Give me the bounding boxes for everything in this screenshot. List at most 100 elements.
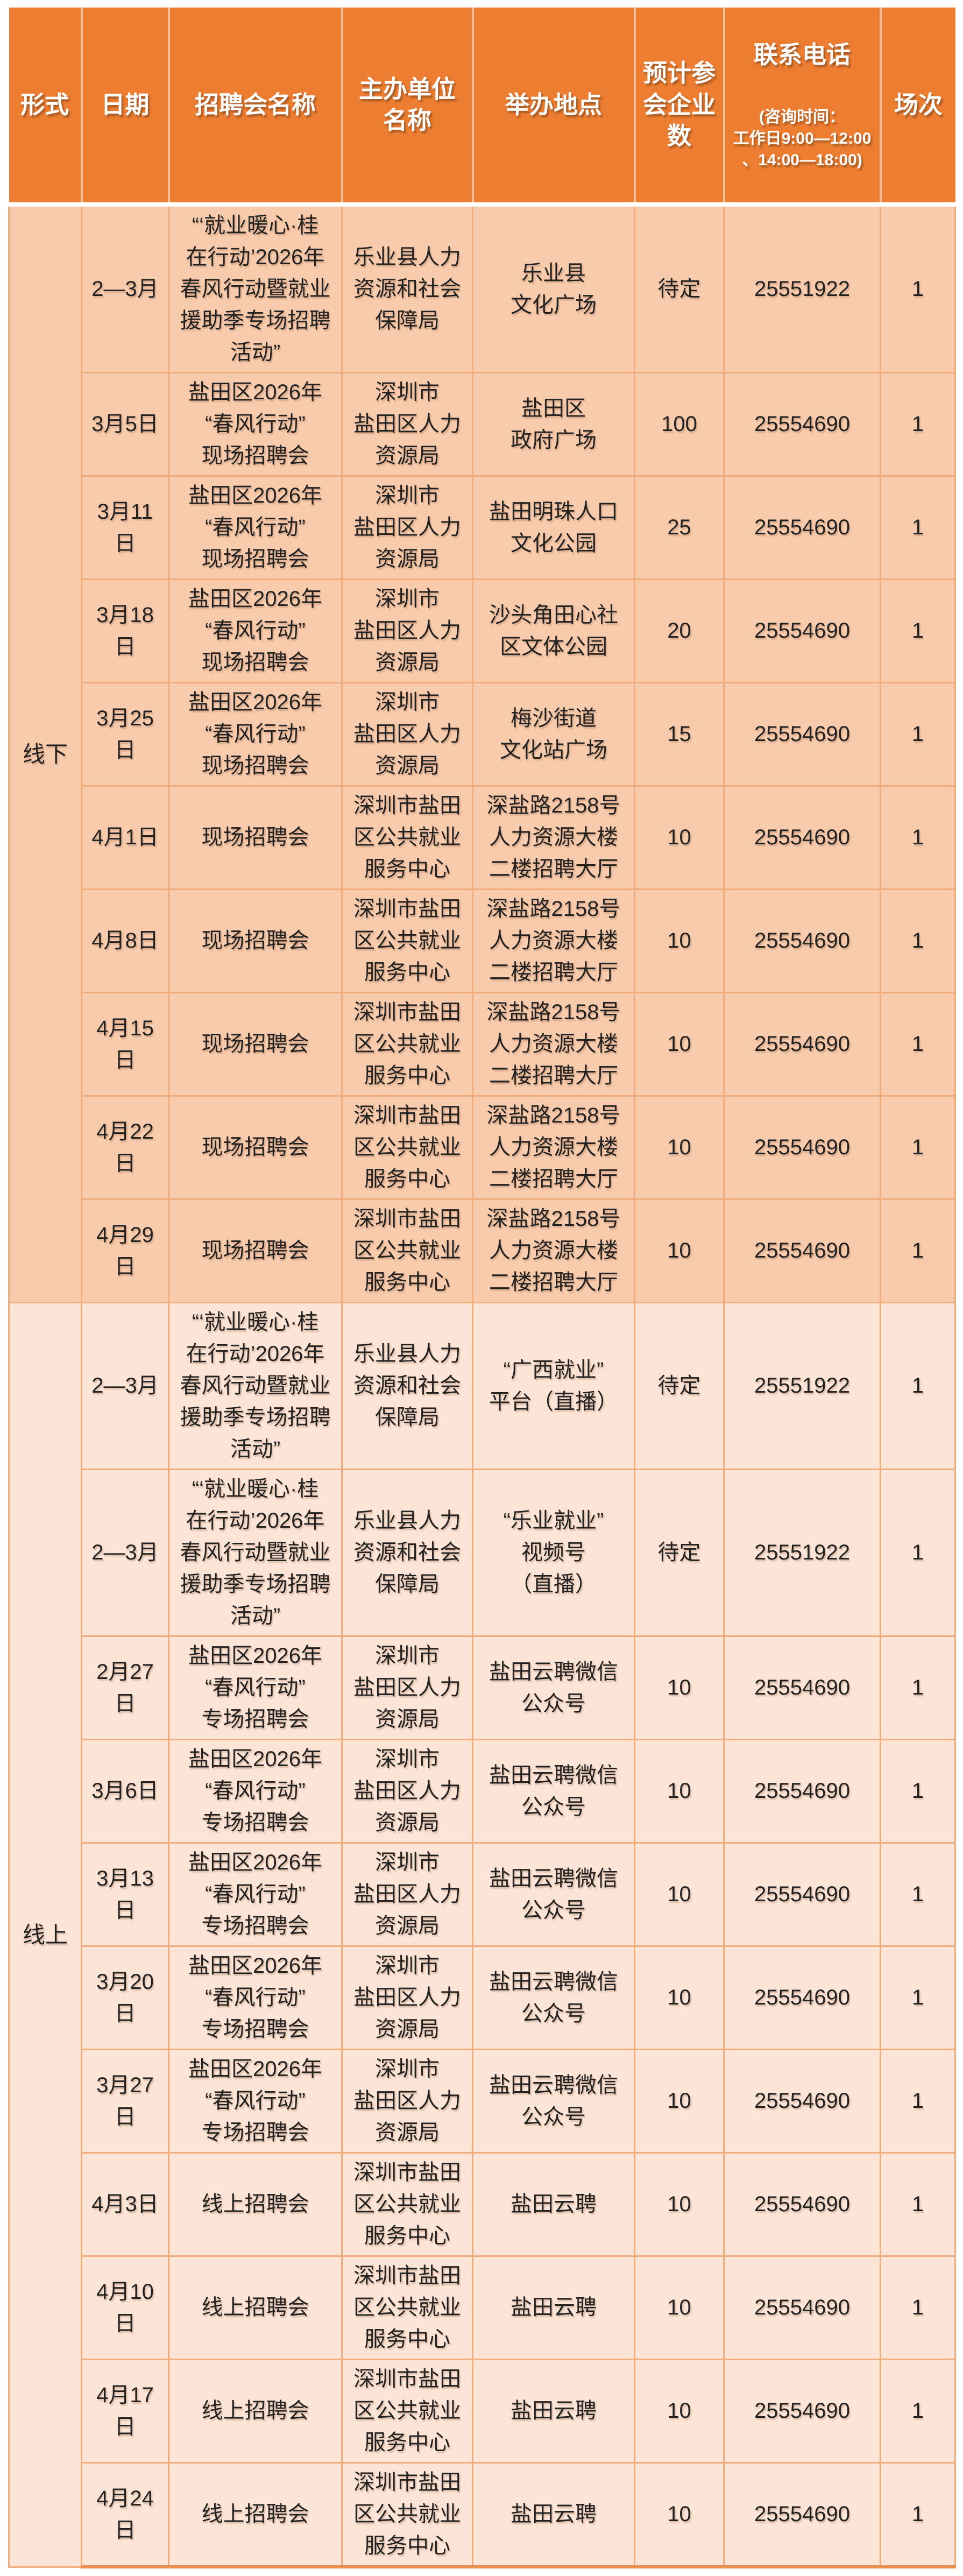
table-row: 2月27日 盐田区2026年 “春风行动” 专场招聘会 深圳市 盐田区人力 资源… (9, 1635, 956, 1740)
cell-fair-name: 盐田区2026年 “春风行动” 专场招聘会 (168, 1945, 343, 2050)
cell-venue: 盐田明珠人口 文化公园 (472, 475, 635, 580)
cell-fair-name: 线上招聘会 (168, 2359, 343, 2464)
cell-phone: 25554690 (723, 888, 881, 993)
cell-sessions: 1 (880, 475, 956, 580)
cell-fair-name: 盐田区2026年 “春风行动” 现场招聘会 (168, 682, 343, 787)
cell-companies: 10 (634, 1739, 725, 1844)
cell-organizer: 深圳市 盐田区人力 资源局 (341, 1739, 473, 1844)
cell-fair-name: 盐田区2026年 “春风行动” 专场招聘会 (168, 2049, 343, 2154)
cell-companies: 10 (634, 1198, 725, 1303)
cell-sessions: 1 (880, 2049, 956, 2154)
table-row: 4月29日 现场招聘会 深圳市盐田 区公共就业 服务中心 深盐路2158号 人力… (9, 1198, 956, 1303)
cell-fair-name: “‘就业暖心·桂 在行动’2026年 春风行动暨就业 援助季专场招聘 活动” (168, 1469, 343, 1637)
cell-organizer: 深圳市 盐田区人力 资源局 (341, 682, 473, 787)
cell-date: 3月20日 (81, 1945, 169, 2050)
cell-venue: “广西就业” 平台（直播） (472, 1302, 635, 1470)
cell-companies: 10 (634, 1945, 725, 2050)
cell-sessions: 1 (880, 1842, 956, 1947)
cell-phone: 25554690 (723, 682, 881, 787)
cell-organizer: 深圳市盐田 区公共就业 服务中心 (341, 2359, 473, 2464)
cell-date: 3月11日 (81, 475, 169, 580)
cell-date: 4月8日 (81, 888, 169, 993)
cell-fair-name: 盐田区2026年 “春风行动” 现场招聘会 (168, 372, 343, 477)
cell-organizer: 深圳市盐田 区公共就业 服务中心 (341, 1095, 473, 1200)
cell-fair-name: 线上招聘会 (168, 2152, 343, 2257)
cell-organizer: 深圳市 盐田区人力 资源局 (341, 372, 473, 477)
table-row: 4月22日 现场招聘会 深圳市盐田 区公共就业 服务中心 深盐路2158号 人力… (9, 1095, 956, 1200)
cell-organizer: 乐业县人力 资源和社会 保障局 (341, 203, 473, 373)
cell-organizer: 深圳市盐田 区公共就业 服务中心 (341, 785, 473, 890)
col-header-phone: 联系电话 (咨询时间： 工作日9:00—12:00 、14:00—18:00) (723, 8, 882, 207)
cell-venue: “乐业就业” 视频号 （直播） (472, 1469, 635, 1637)
cell-sessions: 1 (880, 372, 956, 477)
cell-companies: 100 (634, 372, 725, 477)
cell-venue: 盐田云聘微信 公众号 (472, 1739, 635, 1844)
table-row: 3月13日 盐田区2026年 “春风行动” 专场招聘会 深圳市 盐田区人力 资源… (9, 1842, 956, 1947)
cell-venue: 深盐路2158号 人力资源大楼 二楼招聘大厅 (472, 1095, 635, 1200)
table-row: 4月1日 现场招聘会 深圳市盐田 区公共就业 服务中心 深盐路2158号 人力资… (9, 785, 956, 890)
cell-phone: 25554690 (723, 1739, 881, 1844)
cell-venue: 深盐路2158号 人力资源大楼 二楼招聘大厅 (472, 785, 635, 890)
cell-companies: 待定 (634, 203, 725, 373)
cell-organizer: 乐业县人力 资源和社会 保障局 (341, 1469, 473, 1637)
cell-date: 2月27日 (81, 1635, 169, 1740)
cell-phone: 25554690 (723, 1635, 881, 1740)
cell-venue: 盐田区 政府广场 (472, 372, 635, 477)
cell-date: 4月29日 (81, 1198, 169, 1303)
cell-fair-name: 盐田区2026年 “春风行动” 专场招聘会 (168, 1635, 343, 1740)
cell-phone: 25554690 (723, 1198, 881, 1303)
cell-venue: 深盐路2158号 人力资源大楼 二楼招聘大厅 (472, 1198, 635, 1303)
cell-fair-name: 现场招聘会 (168, 1198, 343, 1303)
cell-sessions: 1 (880, 1635, 956, 1740)
phone-header-label: 联系电话 (753, 40, 851, 68)
cell-organizer: 深圳市 盐田区人力 资源局 (341, 475, 473, 580)
cell-phone: 25554690 (723, 785, 881, 890)
cell-phone: 25554690 (723, 2462, 881, 2568)
cell-sessions: 1 (880, 1198, 956, 1303)
cell-companies: 10 (634, 2049, 725, 2154)
cell-companies: 10 (634, 1095, 725, 1200)
cell-venue: 盐田云聘 (472, 2255, 635, 2360)
cell-fair-name: 盐田区2026年 “春风行动” 现场招聘会 (168, 578, 343, 683)
cell-date: 4月10日 (81, 2255, 169, 2360)
col-header-venue: 举办地点 (471, 8, 636, 207)
cell-fair-name: 现场招聘会 (168, 785, 343, 890)
cell-sessions: 1 (880, 682, 956, 787)
cell-sessions: 1 (880, 992, 956, 1097)
table-row: 3月18日 盐田区2026年 “春风行动” 现场招聘会 深圳市 盐田区人力 资源… (9, 578, 956, 683)
cell-organizer: 深圳市盐田 区公共就业 服务中心 (341, 2152, 473, 2257)
cell-venue: 深盐路2158号 人力资源大楼 二楼招聘大厅 (472, 888, 635, 993)
cell-date: 3月13日 (81, 1842, 169, 1947)
cell-fair-name: 现场招聘会 (168, 992, 343, 1097)
cell-sessions: 1 (880, 2359, 956, 2464)
cell-phone: 25554690 (723, 992, 881, 1097)
cell-date: 4月24日 (81, 2462, 169, 2568)
cell-phone: 25554690 (723, 372, 881, 477)
cell-companies: 10 (634, 992, 725, 1097)
cell-companies: 10 (634, 785, 725, 890)
cell-companies: 待定 (634, 1469, 725, 1637)
job-fair-schedule-table: 形式 日期 招聘会名称 主办单位 名称 举办地点 预计参 会企业 数 联系电话 … (8, 8, 956, 2568)
cell-venue: 盐田云聘微信 公众号 (472, 1635, 635, 1740)
cell-date: 2—3月 (81, 1469, 169, 1637)
cell-fair-name: 盐田区2026年 “春风行动” 现场招聘会 (168, 475, 343, 580)
cell-companies: 10 (634, 2462, 725, 2568)
cell-venue: 盐田云聘 (472, 2462, 635, 2568)
section-label-offline: 线下 (8, 203, 82, 1303)
cell-fair-name: 现场招聘会 (168, 1095, 343, 1200)
table-row: 4月24日 线上招聘会 深圳市盐田 区公共就业 服务中心 盐田云聘 10 255… (9, 2462, 956, 2568)
cell-organizer: 深圳市 盐田区人力 资源局 (341, 1635, 473, 1740)
cell-companies: 待定 (634, 1302, 725, 1470)
phone-header-note: (咨询时间： 工作日9:00—12:00 、14:00—18:00) (733, 108, 872, 169)
cell-sessions: 1 (880, 578, 956, 683)
cell-phone: 25554690 (723, 2255, 881, 2360)
cell-date: 2—3月 (81, 1302, 169, 1470)
cell-companies: 10 (634, 1842, 725, 1947)
cell-venue: 梅沙街道 文化站广场 (472, 682, 635, 787)
cell-date: 4月3日 (81, 2152, 169, 2257)
cell-date: 2—3月 (81, 203, 169, 373)
cell-sessions: 1 (880, 1095, 956, 1200)
cell-phone: 25554690 (723, 1945, 881, 2050)
cell-fair-name: 线上招聘会 (168, 2255, 343, 2360)
